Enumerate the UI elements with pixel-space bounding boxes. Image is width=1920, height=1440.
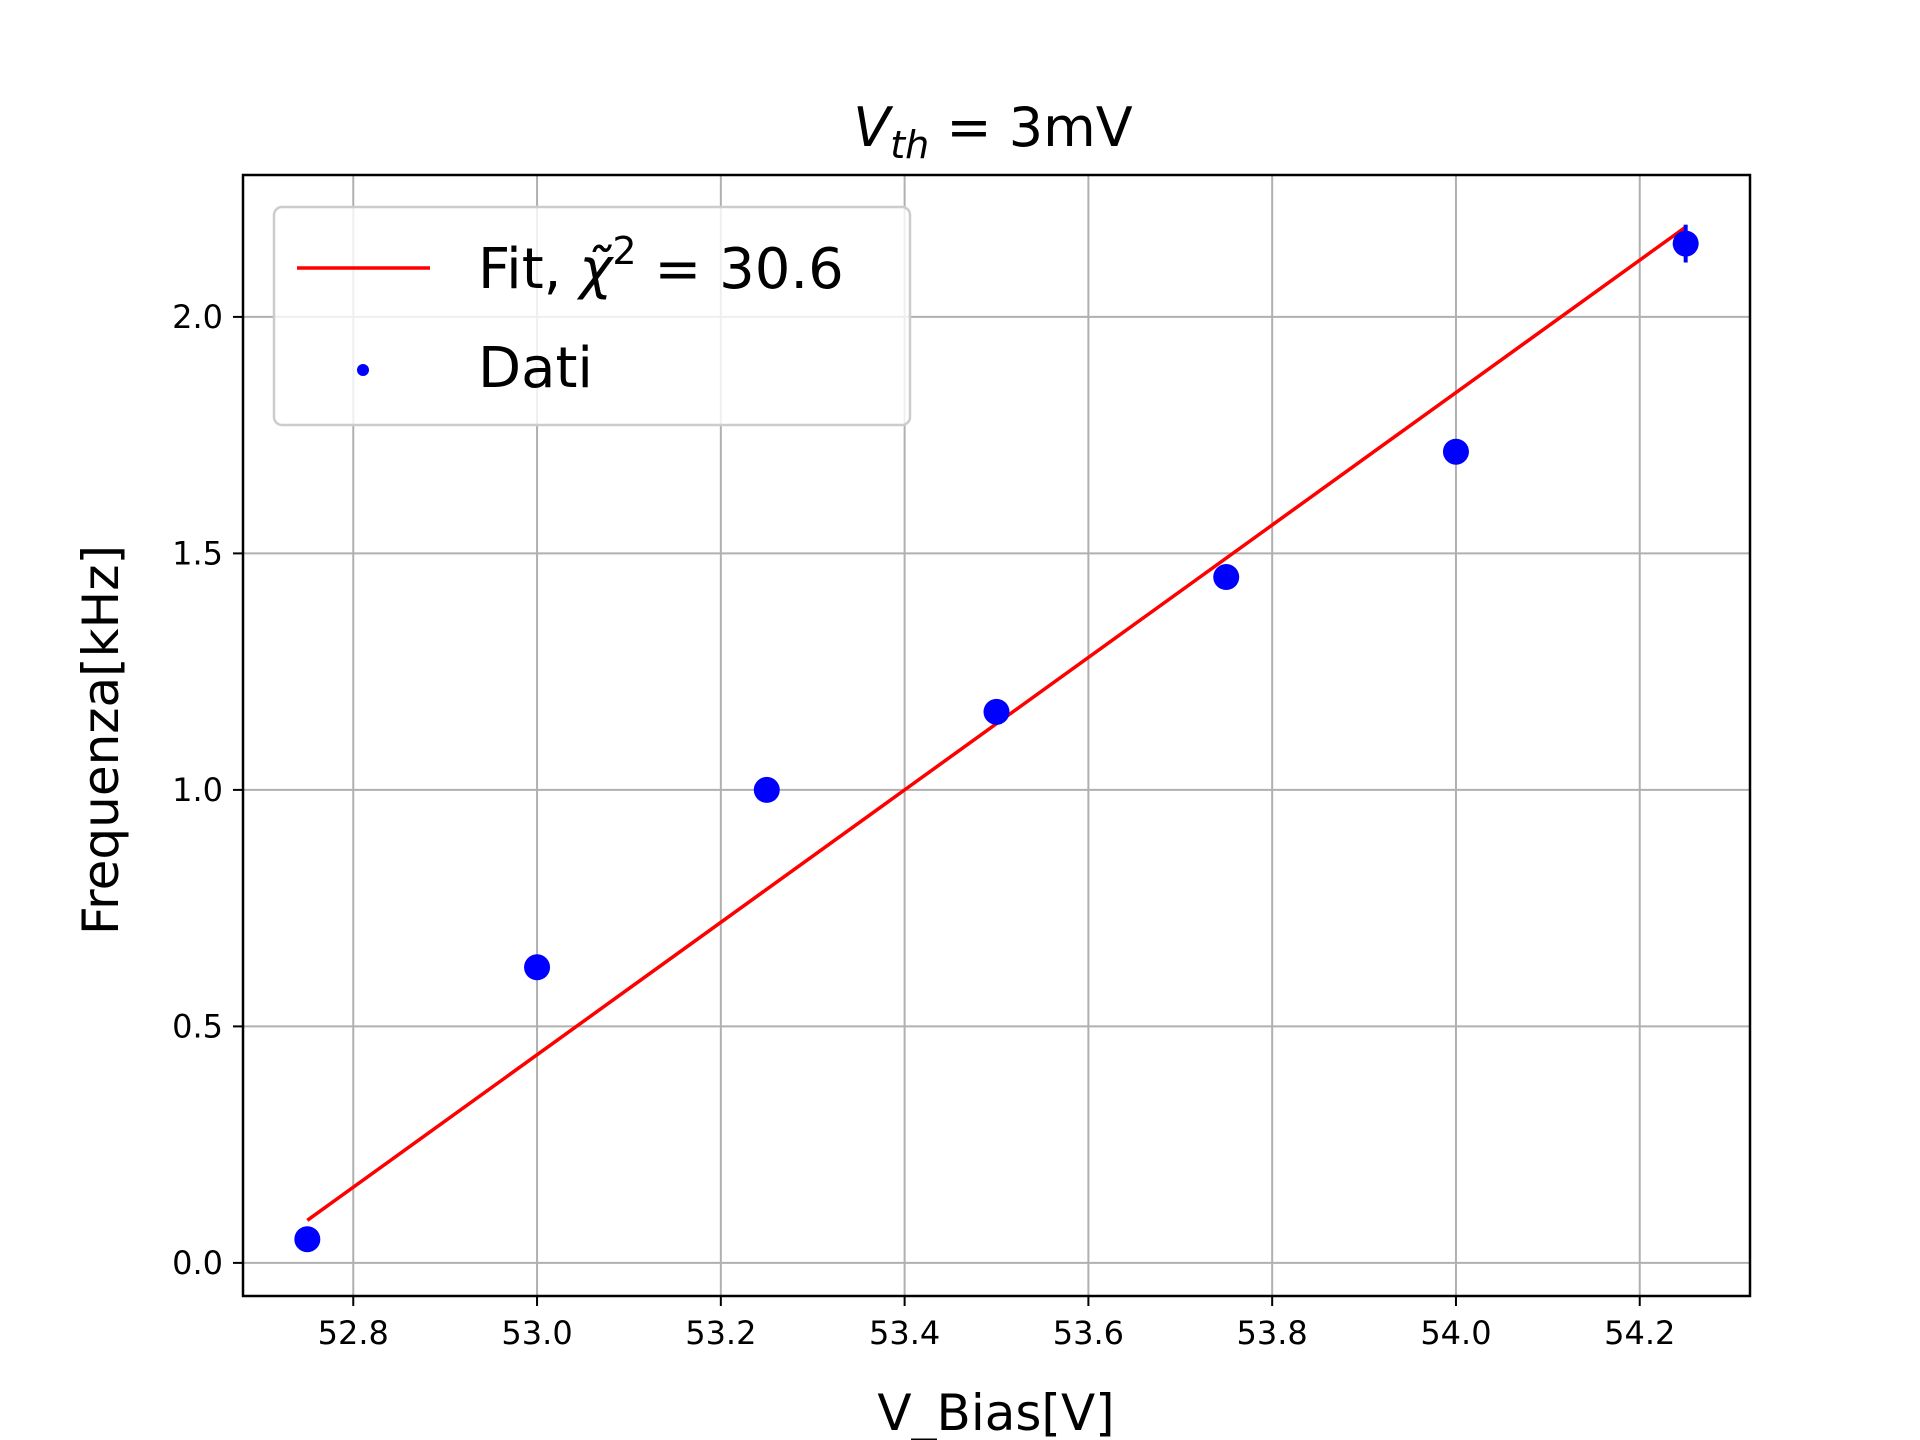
data-point [524,954,551,981]
data-point [1672,230,1699,257]
y-tick-label: 2.0 [172,298,223,336]
y-tick-label: 1.0 [172,771,223,809]
y-axis-ticks: 0.0 0.5 1.0 1.5 2.0 [172,298,243,1282]
data-points-layer [294,224,1699,1253]
legend-data-swatch [357,364,369,376]
legend: Fit, χ̃2 = 30.6 Dati [272,205,912,427]
legend-box [272,205,912,427]
x-tick-label: 53.8 [1237,1314,1308,1352]
data-point [753,776,780,803]
data-point [294,1226,321,1253]
x-axis-label: V_Bias[V] [877,1384,1114,1440]
grid [243,175,1750,1296]
plot-frame [241,173,1752,1298]
y-axis-label: Frequenza[kHz] [72,545,130,935]
legend-fit-label: Fit, χ̃2 = 30.6 [478,229,844,302]
x-tick-label: 52.8 [318,1314,389,1352]
chart-title: Vth = 3mV [853,96,1132,167]
x-tick-label: 53.0 [501,1314,572,1352]
x-tick-label: 53.6 [1053,1314,1124,1352]
x-axis-ticks: 52.8 53.0 53.2 53.4 53.6 53.8 54.0 54.2 [318,1296,1675,1352]
x-tick-label: 54.2 [1604,1314,1675,1352]
x-tick-label: 54.0 [1420,1314,1491,1352]
data-point [983,698,1010,725]
x-tick-label: 53.2 [685,1314,756,1352]
y-tick-label: 0.0 [172,1244,223,1282]
y-tick-label: 0.5 [172,1007,223,1045]
data-point [1442,438,1469,465]
y-tick-label: 1.5 [172,534,223,572]
x-tick-label: 53.4 [869,1314,940,1352]
legend-data-label: Dati [478,336,593,401]
data-point [1213,564,1240,591]
